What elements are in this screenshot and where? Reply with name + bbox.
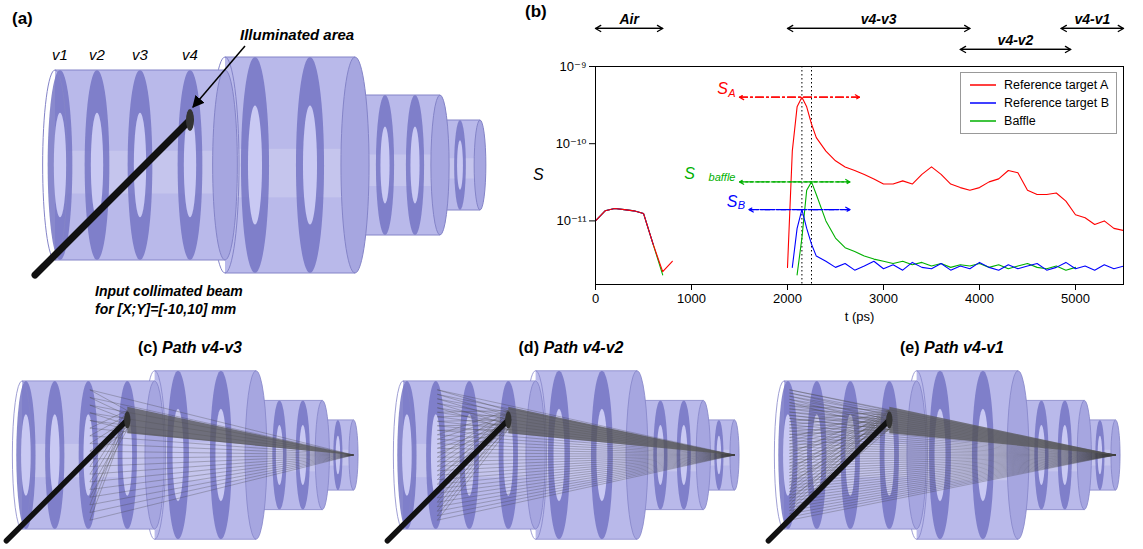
html-text:Baffle: Baffle xyxy=(1004,114,1036,128)
svg-text:4000: 4000 xyxy=(965,291,994,306)
html-text:(b): (b) xyxy=(525,2,547,21)
svg-text:t (ps): t (ps) xyxy=(845,309,875,324)
svg-text:3000: 3000 xyxy=(869,291,898,306)
svg-text:(c) Path v4-v3: (c) Path v4-v3 xyxy=(138,339,242,356)
html-text:Reference target B: Reference target B xyxy=(1004,96,1109,110)
svg-text:A: A xyxy=(727,87,735,99)
svg-text:v1: v1 xyxy=(52,46,68,63)
svg-text:10⁻⁹: 10⁻⁹ xyxy=(560,59,587,74)
svg-text:5000: 5000 xyxy=(1061,291,1090,306)
svg-text:Illuminated area: Illuminated area xyxy=(240,26,354,43)
svg-text:B: B xyxy=(738,199,745,211)
svg-text:baffle: baffle xyxy=(709,171,736,183)
svg-text:10⁻¹¹: 10⁻¹¹ xyxy=(557,213,588,228)
svg-text:0: 0 xyxy=(592,291,599,306)
svg-text:v2: v2 xyxy=(89,46,106,63)
svg-text:S: S xyxy=(684,165,695,182)
svg-text:(e) Path v4-v1: (e) Path v4-v1 xyxy=(900,339,1004,356)
svg-text:for [X;Y]=[-10,10] mm: for [X;Y]=[-10,10] mm xyxy=(95,301,236,317)
svg-text:Air: Air xyxy=(618,11,640,27)
svg-text:v4: v4 xyxy=(182,46,198,63)
html-text:S: S xyxy=(533,166,544,183)
svg-text:v4-v3: v4-v3 xyxy=(861,11,897,27)
svg-text:S: S xyxy=(727,193,738,210)
svg-text:1000: 1000 xyxy=(677,291,706,306)
svg-text:(d) Path v4-v2: (d) Path v4-v2 xyxy=(519,339,624,356)
svg-text:v4-v2: v4-v2 xyxy=(998,32,1034,48)
svg-text:10⁻¹⁰: 10⁻¹⁰ xyxy=(556,136,587,151)
svg-text:v4-v1: v4-v1 xyxy=(1074,11,1110,27)
svg-text:2000: 2000 xyxy=(773,291,802,306)
svg-text:(a): (a) xyxy=(12,9,33,28)
svg-text:Input collimated beam: Input collimated beam xyxy=(95,283,243,299)
html-text:Reference target A: Reference target A xyxy=(1004,78,1109,92)
svg-text:S: S xyxy=(717,80,728,97)
svg-text:v3: v3 xyxy=(132,46,149,63)
